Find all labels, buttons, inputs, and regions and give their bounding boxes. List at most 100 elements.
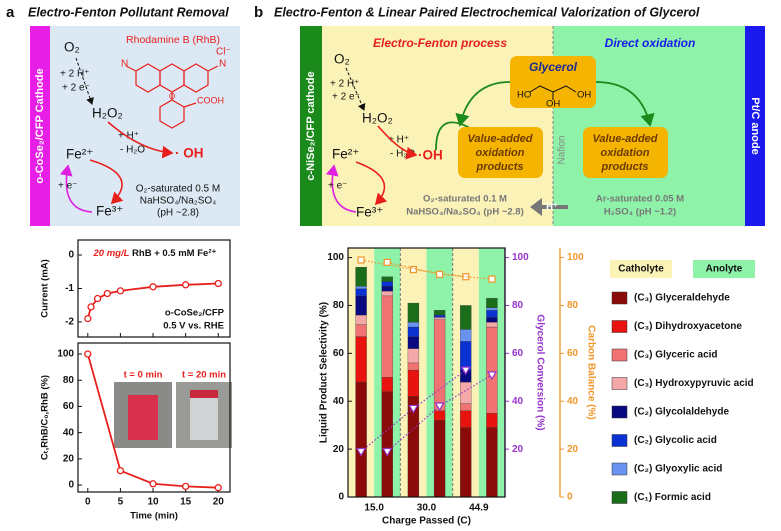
panel-title: Electro-Fenton Pollutant Removal [28, 5, 229, 19]
electrolyte: O₂-saturated 0.5 M [136, 184, 220, 195]
product-label: oxidation [601, 147, 650, 159]
bar-segment [355, 267, 367, 287]
cathode-label: c-NiSe₂/CFP cathode [305, 71, 317, 180]
bar-segment [433, 319, 446, 411]
dye-atom: N [219, 59, 226, 70]
y-tick-label: 0 [338, 492, 344, 503]
substrate-atom: OH [577, 90, 591, 101]
y-tick-label: 40 [63, 427, 75, 438]
bar-segment [407, 336, 420, 349]
species: H₂O₂ [92, 106, 123, 121]
data-point [181, 281, 190, 289]
x-tick-label: 10 [147, 497, 159, 508]
bar-segment [381, 290, 393, 297]
electrolyte: Ar-saturated 0.05 M [596, 194, 684, 205]
x-axis-label: Charge Passed (C) [382, 516, 471, 527]
annotation: 20 mg/L RhB + 0.5 mM Fe²⁺ [92, 248, 216, 259]
legend-label: (C₁) Formic acid [634, 492, 711, 503]
electrolyte: O₂-saturated 0.1 M [423, 194, 507, 205]
y2-axis-label: Glycerol Conversion (%) [534, 314, 545, 430]
dye-atom: N [121, 59, 128, 70]
dye-atom: Cl⁻ [216, 47, 231, 58]
bar-segment [460, 427, 472, 498]
data-point [435, 270, 444, 278]
data-point [462, 273, 470, 281]
arrow [595, 81, 655, 127]
legend-group-box [693, 260, 755, 278]
arrow [107, 121, 174, 159]
data-point [214, 279, 222, 288]
y-tick-label: 100 [327, 252, 344, 263]
radical: ·OH [418, 148, 443, 163]
x-axis-label: Time (min) [130, 511, 178, 522]
bar-segment [486, 427, 498, 498]
legend-label: (C₃) Dihydroxyacetone [634, 321, 742, 332]
bar-segment [355, 324, 367, 337]
electrode-label: o-CoSe₂/CFP Cathode [34, 68, 46, 183]
legend-group-box [610, 260, 672, 278]
legend-label: (C₂) Glycolaldehyde [634, 407, 729, 418]
anode-label: Pt/C anode [749, 97, 761, 154]
panel-a-diagram: a Electro-Fenton Pollutant Removal o-CoS… [6, 4, 240, 226]
product-label: Value-added [593, 133, 658, 145]
bar-segment [407, 362, 420, 371]
x-tick-label: 30.0 [417, 503, 437, 514]
step: + H⁺ [118, 131, 139, 142]
y2-tick-label: 0 [567, 492, 573, 503]
bar-segment [407, 322, 420, 328]
photo-detail [190, 395, 218, 440]
inset-label: t = 20 min [182, 370, 226, 381]
arrow [377, 125, 418, 160]
data-point [181, 482, 190, 491]
note: o-CoSe₂/CFP [165, 308, 225, 319]
bar-segment [407, 326, 420, 337]
product-box [458, 127, 543, 178]
data-point [460, 366, 471, 376]
bar-segment [460, 341, 472, 371]
cathode-bar [300, 26, 322, 226]
panel-title: Electro-Fenton & Linear Paired Electroch… [274, 5, 700, 19]
panel-label: a [6, 4, 15, 21]
y-tick-label: 60 [333, 348, 345, 359]
bar-segment [433, 314, 446, 318]
bar-segment [381, 276, 393, 282]
x-tick-label: 15.0 [364, 503, 384, 514]
panel-label: b [254, 4, 263, 21]
substrate-atom: OH [546, 99, 560, 110]
x-tick-label: 0 [85, 497, 91, 508]
bar-segment [381, 286, 393, 292]
ion-label: H⁺ [546, 202, 558, 213]
bar-segment [460, 410, 472, 428]
y-tick-label: 60 [63, 401, 75, 412]
bar-segment [460, 329, 472, 342]
legend-label: (C₃) Hydroxypyruvic acid [634, 378, 754, 389]
y-axis-label: Liquid Product Selectivity (%) [319, 302, 330, 443]
y2-tick-label: 40 [567, 396, 579, 407]
bar-segment [381, 281, 393, 287]
data-point [84, 350, 92, 358]
y2-tick-label: 40 [512, 396, 524, 407]
electrolyte: NaHSO₄/Na₂SO₄ (pH ~2.8) [406, 207, 524, 218]
bar-segment [433, 420, 446, 498]
data-point [382, 447, 393, 457]
arrow [345, 67, 366, 111]
data-point [357, 256, 365, 264]
panel-b-diagram: b Electro-Fenton & Linear Paired Electro… [254, 4, 765, 226]
data-point [408, 404, 419, 414]
data-point [87, 303, 95, 311]
y-tick-label: 40 [333, 396, 345, 407]
species: Fe³⁺ [96, 204, 123, 219]
bar-segment [355, 288, 367, 297]
product-label: Value-added [468, 133, 533, 145]
bar-segment [355, 381, 367, 498]
bar-segment [381, 391, 393, 498]
legend-label: (C₂) Glycolic acid [634, 435, 717, 446]
photo-detail [128, 395, 158, 440]
electrolyte: H₂SO₄ (pH ~1.2) [604, 207, 676, 218]
y-tick-label: 0 [68, 480, 74, 491]
arrow [355, 161, 388, 206]
bar-segment [407, 348, 420, 364]
species: O₂ [334, 52, 350, 67]
x-tick-label: 15 [180, 497, 192, 508]
